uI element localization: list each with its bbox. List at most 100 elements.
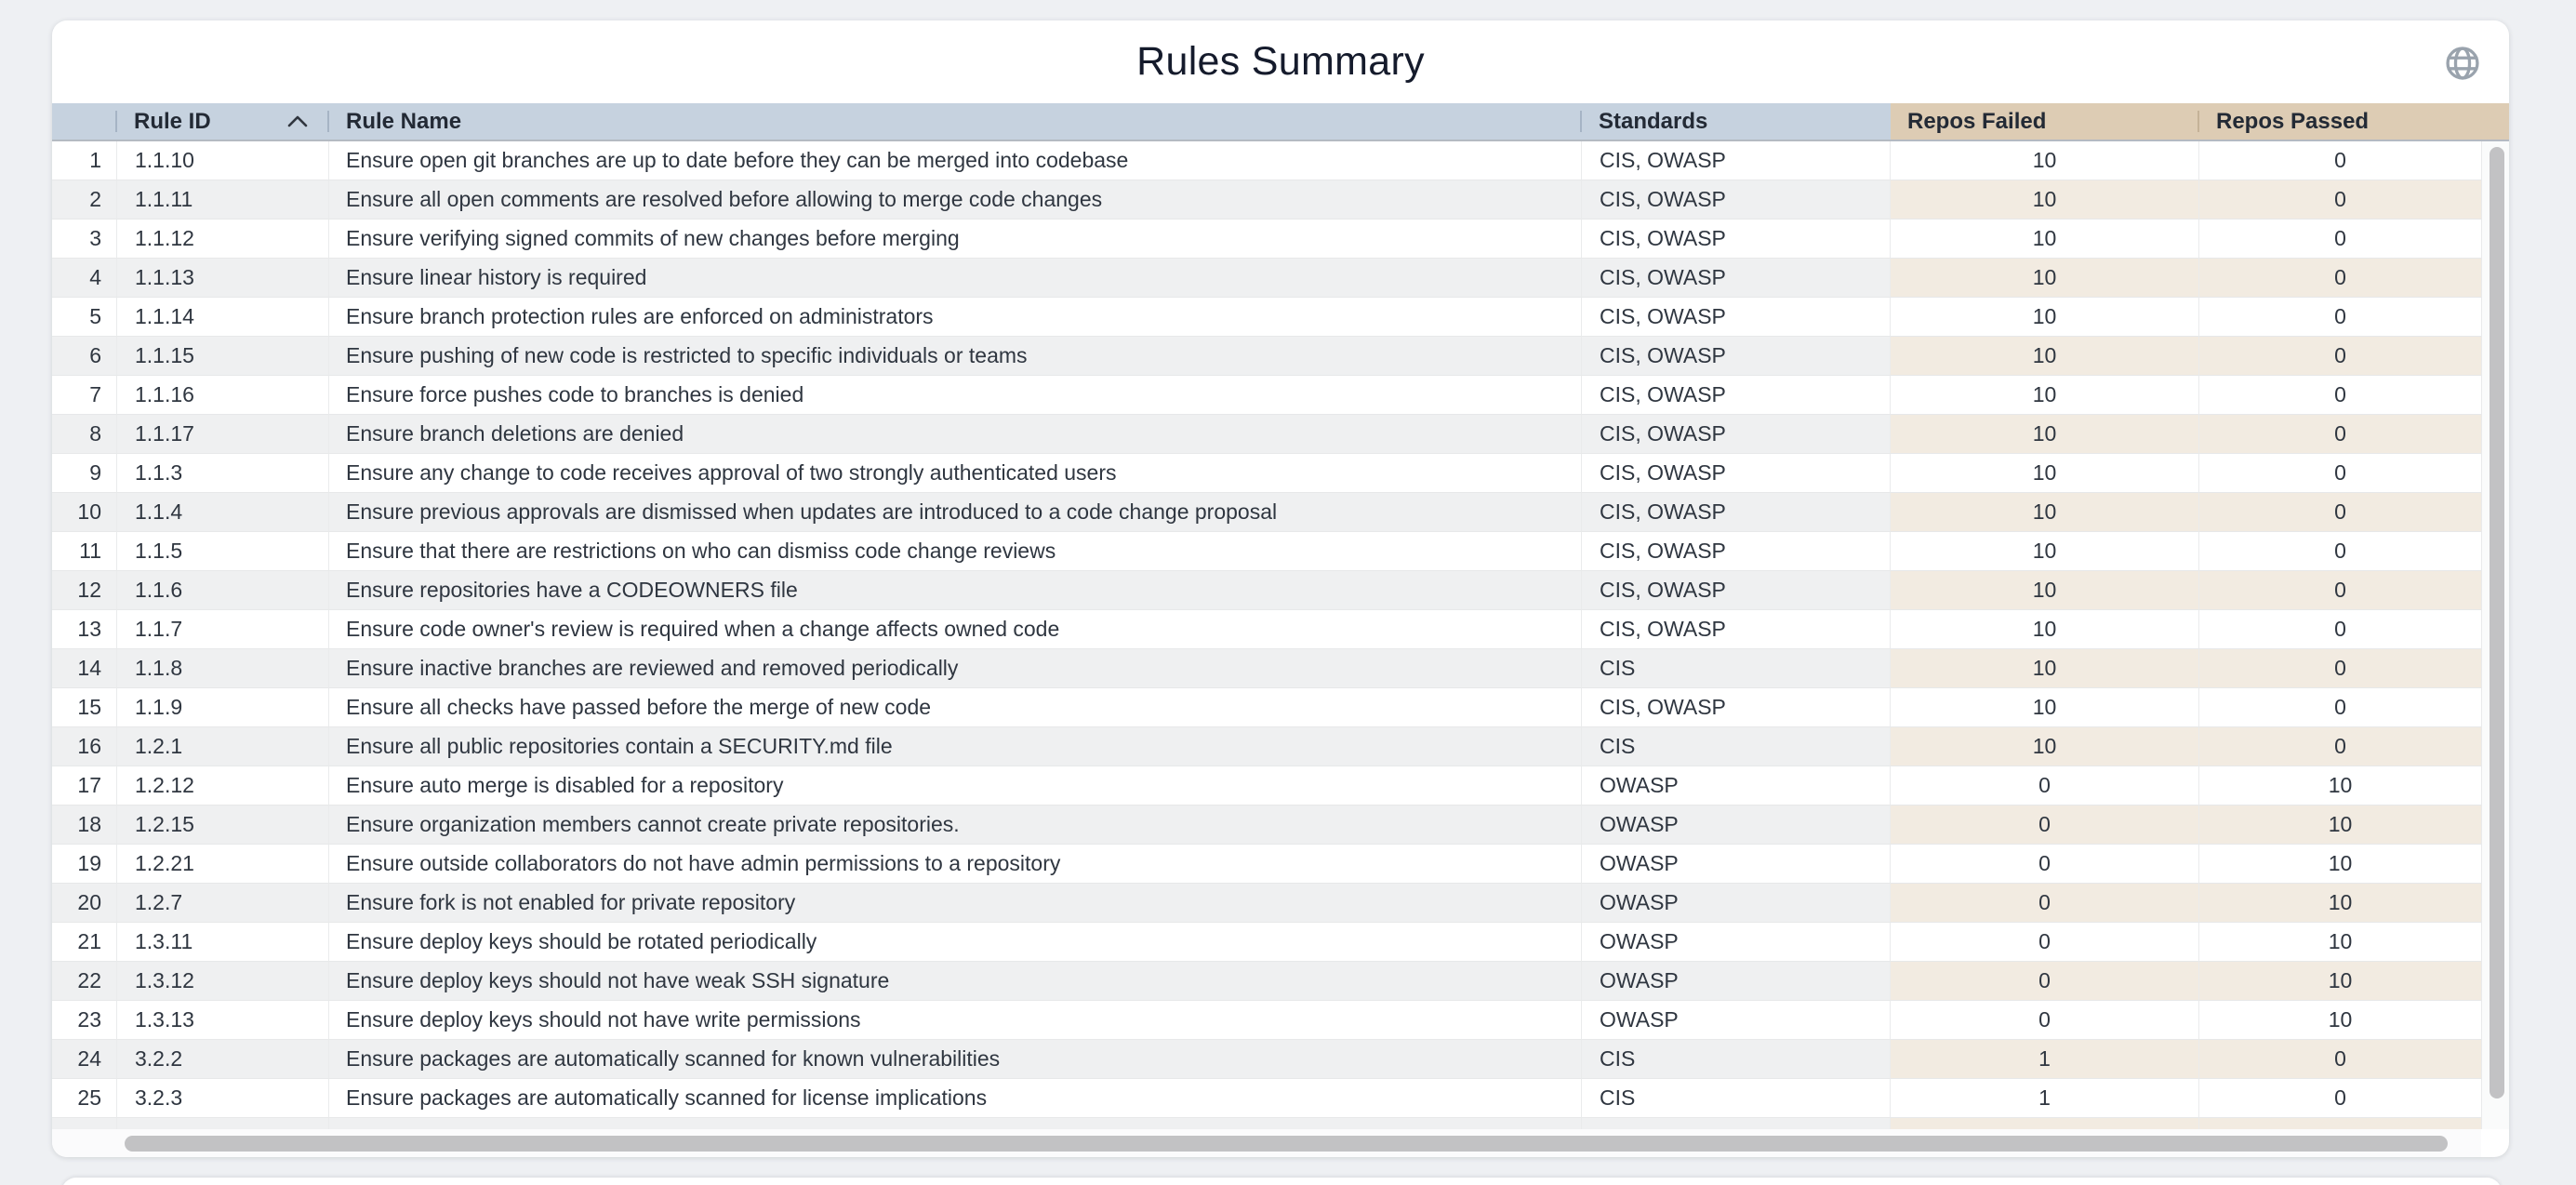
rule-id-cell: 1.1.6 [117, 571, 329, 610]
rule-id-cell: 1.3.13 [117, 1001, 329, 1040]
rule-name-cell: Ensure open git branches are up to date … [329, 141, 1582, 180]
repos-passed-cell: 0 [2199, 220, 2481, 259]
row-number-cell: 9 [52, 454, 117, 493]
horizontal-scrollbar-thumb[interactable] [125, 1136, 2448, 1152]
table-body: 1 1.1.10 Ensure open git branches are up… [52, 141, 2509, 1118]
standards-cell: CIS, OWASP [1582, 415, 1891, 454]
table-row[interactable]: 7 1.1.16 Ensure force pushes code to bra… [52, 376, 2509, 415]
standards-cell: OWASP [1582, 766, 1891, 806]
repos-failed-cell: 10 [1891, 688, 2199, 727]
rule-name-cell: Ensure pushing of new code is restricted… [329, 337, 1582, 376]
rule-name-cell: Ensure packages are automatically scanne… [329, 1079, 1582, 1118]
row-number-cell: 5 [52, 298, 117, 337]
page-title: Rules Summary [1136, 39, 1425, 84]
rule-id-cell: 1.2.15 [117, 806, 329, 845]
rule-id-cell: 3.2.3 [117, 1079, 329, 1118]
repos-failed-cell: 0 [1891, 884, 2199, 923]
rule-id-cell: 1.3.12 [117, 962, 329, 1001]
rule-name-cell: Ensure deploy keys should be rotated per… [329, 923, 1582, 962]
rule-id-cell: 1.1.7 [117, 610, 329, 649]
table-row[interactable]: 19 1.2.21 Ensure outside collaborators d… [52, 845, 2509, 884]
row-number-cell: 16 [52, 727, 117, 766]
standards-cell: OWASP [1582, 1001, 1891, 1040]
table-row[interactable]: 6 1.1.15 Ensure pushing of new code is r… [52, 337, 2509, 376]
column-header-repos-passed[interactable]: Repos Passed [2199, 103, 2509, 140]
repos-passed-cell: 0 [2199, 259, 2481, 298]
repos-failed-cell: 10 [1891, 454, 2199, 493]
row-number-cell: 4 [52, 259, 117, 298]
table-row[interactable]: 13 1.1.7 Ensure code owner's review is r… [52, 610, 2509, 649]
table-row[interactable]: 18 1.2.15 Ensure organization members ca… [52, 806, 2509, 845]
table-row[interactable]: 22 1.3.12 Ensure deploy keys should not … [52, 962, 2509, 1001]
column-header-rule-name[interactable]: Rule Name [329, 103, 1582, 140]
row-number-cell: 23 [52, 1001, 117, 1040]
globe-icon[interactable] [2442, 43, 2483, 84]
table-row[interactable]: 9 1.1.3 Ensure any change to code receiv… [52, 454, 2509, 493]
table-row[interactable]: 8 1.1.17 Ensure branch deletions are den… [52, 415, 2509, 454]
standards-cell: OWASP [1582, 962, 1891, 1001]
table-row[interactable]: 10 1.1.4 Ensure previous approvals are d… [52, 493, 2509, 532]
row-number-cell: 25 [52, 1079, 117, 1118]
standards-cell: OWASP [1582, 845, 1891, 884]
table-row[interactable]: 5 1.1.14 Ensure branch protection rules … [52, 298, 2509, 337]
rule-name-cell: Ensure inactive branches are reviewed an… [329, 649, 1582, 688]
column-header-rule-id[interactable]: Rule ID [117, 103, 329, 140]
rule-name-cell: Ensure outside collaborators do not have… [329, 845, 1582, 884]
rule-name-cell: Ensure verifying signed commits of new c… [329, 220, 1582, 259]
rule-id-cell: 1.1.3 [117, 454, 329, 493]
repos-passed-cell: 0 [2199, 1040, 2481, 1079]
standards-cell: CIS, OWASP [1582, 298, 1891, 337]
row-number-cell: 12 [52, 571, 117, 610]
rule-name-cell: Ensure force pushes code to branches is … [329, 376, 1582, 415]
standards-cell: CIS, OWASP [1582, 493, 1891, 532]
table-row[interactable]: 14 1.1.8 Ensure inactive branches are re… [52, 649, 2509, 688]
repos-failed-cell: 0 [1891, 923, 2199, 962]
rule-name-cell: Ensure organization members cannot creat… [329, 806, 1582, 845]
table-row[interactable]: 20 1.2.7 Ensure fork is not enabled for … [52, 884, 2509, 923]
repos-failed-cell: 1 [1891, 1079, 2199, 1118]
vertical-scrollbar-thumb[interactable] [2490, 147, 2504, 1098]
rule-id-cell: 1.1.4 [117, 493, 329, 532]
standards-cell: OWASP [1582, 806, 1891, 845]
rule-id-cell: 1.1.14 [117, 298, 329, 337]
table-row[interactable]: 3 1.1.12 Ensure verifying signed commits… [52, 220, 2509, 259]
rule-name-cell: Ensure fork is not enabled for private r… [329, 884, 1582, 923]
rule-name-cell: Ensure all open comments are resolved be… [329, 180, 1582, 220]
table-row[interactable]: 17 1.2.12 Ensure auto merge is disabled … [52, 766, 2509, 806]
row-number-cell: 13 [52, 610, 117, 649]
table-row[interactable]: 2 1.1.11 Ensure all open comments are re… [52, 180, 2509, 220]
horizontal-scrollbar-track[interactable] [52, 1129, 2481, 1157]
rule-name-cell: Ensure all public repositories contain a… [329, 727, 1582, 766]
repos-passed-cell: 0 [2199, 493, 2481, 532]
table-row[interactable]: 21 1.3.11 Ensure deploy keys should be r… [52, 923, 2509, 962]
standards-cell: CIS, OWASP [1582, 532, 1891, 571]
row-number-cell: 1 [52, 141, 117, 180]
column-header-standards[interactable]: Standards [1582, 103, 1891, 140]
table-row[interactable]: 11 1.1.5 Ensure that there are restricti… [52, 532, 2509, 571]
repos-passed-cell: 10 [2199, 923, 2481, 962]
rule-id-cell: 1.2.1 [117, 727, 329, 766]
table-row[interactable]: 1 1.1.10 Ensure open git branches are up… [52, 141, 2509, 180]
table-row[interactable]: 24 3.2.2 Ensure packages are automatical… [52, 1040, 2509, 1079]
table-row[interactable]: 4 1.1.13 Ensure linear history is requir… [52, 259, 2509, 298]
card-header: Rules Summary [52, 20, 2509, 103]
repos-passed-cell: 10 [2199, 766, 2481, 806]
rule-id-cell: 1.3.11 [117, 923, 329, 962]
table-row[interactable]: 16 1.2.1 Ensure all public repositories … [52, 727, 2509, 766]
rule-name-cell: Ensure packages are automatically scanne… [329, 1040, 1582, 1079]
column-header-repos-failed[interactable]: Repos Failed [1891, 103, 2199, 140]
repos-passed-cell: 0 [2199, 727, 2481, 766]
table-row[interactable]: 23 1.3.13 Ensure deploy keys should not … [52, 1001, 2509, 1040]
table-row[interactable]: 12 1.1.6 Ensure repositories have a CODE… [52, 571, 2509, 610]
repos-failed-cell: 10 [1891, 727, 2199, 766]
standards-cell: CIS, OWASP [1582, 180, 1891, 220]
rule-name-cell: Ensure that there are restrictions on wh… [329, 532, 1582, 571]
rule-name-cell: Ensure previous approvals are dismissed … [329, 493, 1582, 532]
vertical-scrollbar-track[interactable] [2481, 141, 2509, 1129]
row-number-cell: 15 [52, 688, 117, 727]
standards-cell: CIS, OWASP [1582, 141, 1891, 180]
column-header-index [52, 103, 117, 140]
repos-failed-cell: 1 [1891, 1040, 2199, 1079]
table-row[interactable]: 25 3.2.3 Ensure packages are automatical… [52, 1079, 2509, 1118]
table-row[interactable]: 15 1.1.9 Ensure all checks have passed b… [52, 688, 2509, 727]
